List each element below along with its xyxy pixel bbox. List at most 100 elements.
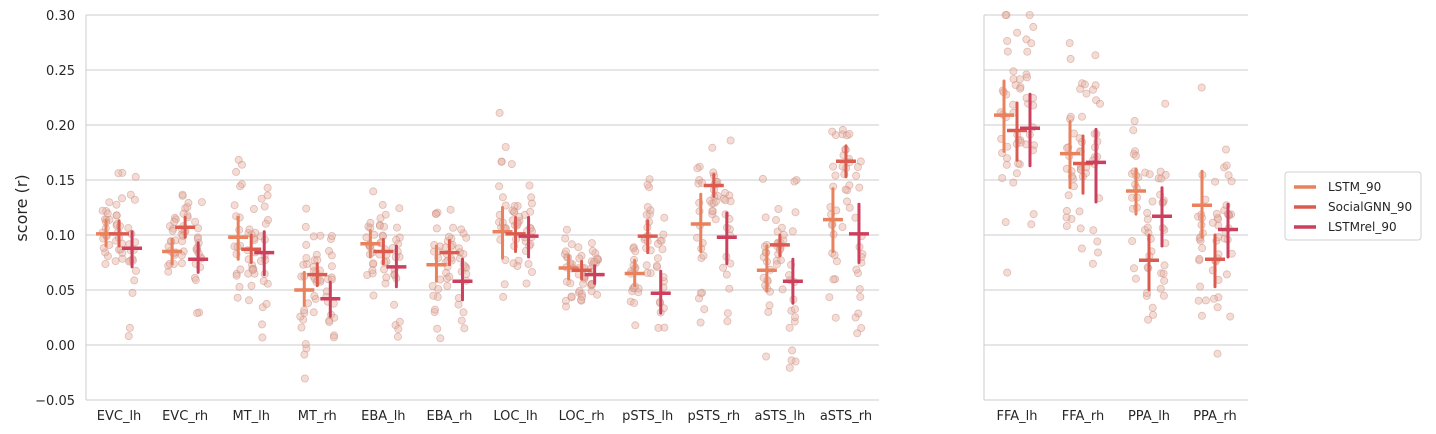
subject-point — [436, 334, 445, 343]
subject-point — [828, 127, 837, 136]
subject-point — [170, 217, 179, 226]
subject-point — [841, 185, 850, 194]
subject-point — [513, 261, 522, 270]
subject-point — [191, 217, 200, 226]
subject-point — [526, 207, 535, 216]
subject-point — [1066, 54, 1075, 63]
subject-point — [1130, 264, 1139, 273]
subject-point — [462, 233, 471, 242]
subject-point — [329, 331, 338, 340]
subject-point — [445, 272, 454, 281]
x-tick-label: EBA_rh — [427, 409, 473, 424]
x-tick-label: PPA_lh — [1128, 409, 1170, 424]
subject-point — [652, 261, 661, 270]
subject-point — [258, 333, 267, 342]
subject-point — [327, 231, 336, 240]
x-tick-label: pSTS_rh — [688, 409, 741, 424]
subject-point — [658, 245, 667, 254]
subject-point — [522, 279, 531, 288]
subject-point — [852, 171, 861, 180]
x-tick-label: FFA_rh — [1062, 409, 1105, 424]
subject-point — [430, 307, 439, 316]
subject-point — [699, 251, 708, 260]
subject-point — [561, 234, 570, 243]
subject-point — [525, 181, 534, 190]
subject-point — [263, 183, 272, 192]
subject-point — [1094, 248, 1103, 257]
subject-point — [302, 204, 311, 213]
subject-point — [1029, 210, 1038, 219]
subject-point — [261, 219, 270, 228]
y-tick-label: 0.20 — [46, 119, 75, 134]
subject-point — [430, 305, 439, 314]
y-tick-label: 0.05 — [46, 284, 75, 299]
subject-point — [645, 210, 654, 219]
subject-point — [392, 223, 401, 232]
subject-point — [164, 267, 173, 276]
subject-point — [631, 247, 640, 256]
subject-point — [232, 271, 241, 280]
subject-point — [297, 323, 306, 332]
subject-point — [310, 291, 319, 300]
subject-point — [1062, 221, 1071, 230]
subject-point — [368, 269, 377, 278]
subject-point — [446, 205, 455, 214]
subject-point — [696, 318, 705, 327]
subject-point — [1001, 10, 1010, 19]
subject-point — [300, 308, 309, 317]
subject-point — [230, 201, 239, 210]
subject-point — [235, 282, 244, 291]
subject-point — [1214, 293, 1223, 302]
subject-point — [1196, 236, 1205, 245]
subject-point — [1027, 220, 1036, 229]
subject-point — [587, 239, 596, 248]
subject-point — [788, 346, 797, 355]
subject-point — [764, 307, 773, 316]
subject-point — [1131, 151, 1140, 160]
subject-point — [300, 306, 309, 315]
subject-point — [762, 352, 771, 361]
subject-point — [1091, 81, 1100, 90]
subject-point — [381, 279, 390, 288]
subject-point — [712, 197, 721, 206]
subject-point — [118, 194, 127, 203]
subject-point — [130, 195, 139, 204]
subject-point — [1062, 206, 1071, 215]
subject-point — [1141, 168, 1150, 177]
subject-point — [329, 333, 338, 342]
subject-point — [247, 281, 256, 290]
subject-point — [693, 164, 702, 173]
x-tick-label: PPA_rh — [1193, 409, 1237, 424]
subject-point — [1145, 170, 1154, 179]
subject-point — [513, 201, 522, 210]
subject-point — [310, 256, 319, 265]
subject-point — [497, 157, 506, 166]
subject-point — [631, 321, 640, 330]
subject-point — [393, 332, 402, 341]
x-tick-label: EVC_rh — [162, 409, 208, 424]
subject-point — [772, 260, 781, 269]
subject-point — [719, 263, 728, 272]
legend-label: LSTM_90 — [1328, 180, 1381, 194]
subject-point — [499, 292, 508, 301]
subject-point — [1210, 294, 1219, 303]
subject-point — [785, 363, 794, 372]
subject-point — [392, 235, 401, 244]
subject-point — [561, 247, 570, 256]
subject-point — [368, 266, 377, 275]
subject-point — [98, 206, 107, 215]
y-tick-label: 0.15 — [46, 174, 75, 189]
subject-point — [642, 261, 651, 270]
subject-point — [777, 223, 786, 232]
subject-point — [259, 277, 268, 286]
subject-point — [510, 202, 519, 211]
x-tick-label: FFA_lh — [996, 409, 1037, 424]
subject-point — [998, 174, 1007, 183]
subject-point — [429, 291, 438, 300]
subject-point — [1027, 39, 1036, 48]
subject-point — [128, 288, 137, 297]
subject-point — [1161, 170, 1170, 179]
subject-point — [567, 292, 576, 301]
subject-point — [262, 299, 271, 308]
subject-point — [654, 323, 663, 332]
